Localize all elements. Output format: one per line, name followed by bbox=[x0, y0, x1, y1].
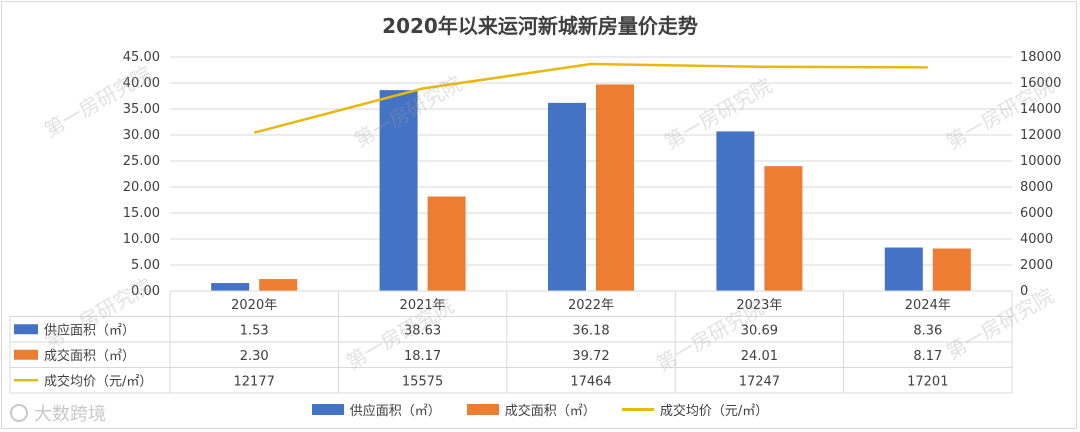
table-cell: 38.63 bbox=[404, 324, 441, 339]
legend-swatch-deal bbox=[466, 404, 499, 415]
x-category-label: 2024年 bbox=[905, 298, 951, 313]
bar-deal bbox=[596, 84, 634, 292]
y-right-tick-label: 0 bbox=[1020, 284, 1028, 299]
bar-supply bbox=[379, 90, 418, 292]
legend-swatch-supply bbox=[311, 404, 344, 415]
y-right-tick-label: 16000 bbox=[1020, 76, 1061, 91]
y-right-tick-label: 8000 bbox=[1020, 180, 1053, 195]
table-cell: 18.17 bbox=[404, 349, 441, 364]
y-left-tick-label: 15.00 bbox=[123, 206, 160, 221]
x-category-label: 2021年 bbox=[400, 298, 446, 313]
table-cell: 17247 bbox=[739, 375, 780, 390]
table-cell: 12177 bbox=[234, 375, 275, 390]
y-right-tick-label: 4000 bbox=[1020, 232, 1053, 247]
y-left-tick-label: 40.00 bbox=[123, 76, 160, 91]
x-category-label: 2020年 bbox=[231, 298, 277, 313]
table-row-label: 成交均价（元/㎡） bbox=[44, 374, 152, 390]
y-right-tick-label: 18000 bbox=[1020, 50, 1061, 65]
y-left-tick-label: 25.00 bbox=[123, 154, 160, 169]
legend-item-price: 成交均价（元/㎡） bbox=[621, 400, 769, 419]
y-right-tick-label: 10000 bbox=[1020, 154, 1061, 169]
bar-supply bbox=[211, 283, 250, 291]
brand-watermark: 大数跨境 bbox=[10, 400, 106, 426]
y-left-tick-label: 5.00 bbox=[131, 258, 160, 273]
table-key-swatch bbox=[14, 349, 38, 360]
y-left-tick-label: 35.00 bbox=[123, 102, 160, 117]
legend-label-price: 成交均价（元/㎡） bbox=[659, 404, 769, 419]
bar-deal bbox=[427, 196, 466, 291]
bar-supply bbox=[716, 131, 755, 291]
y-right-tick-label: 6000 bbox=[1020, 206, 1053, 221]
table-row-label: 供应面积（㎡） bbox=[44, 323, 135, 339]
legend-label-deal: 成交面积（㎡） bbox=[504, 404, 596, 419]
table-cell: 24.01 bbox=[741, 349, 778, 364]
chart-title: 2020年以来运河新城新房量价走势 bbox=[382, 14, 698, 38]
bar-deal bbox=[259, 279, 298, 291]
y-left-tick-label: 30.00 bbox=[123, 128, 160, 143]
y-left-tick-label: 20.00 bbox=[123, 180, 160, 195]
table-cell: 8.17 bbox=[913, 349, 942, 364]
table-cell: 36.18 bbox=[572, 324, 609, 339]
bar-supply bbox=[884, 247, 923, 291]
table-cell: 30.69 bbox=[741, 324, 778, 339]
table-row-label: 成交面积（㎡） bbox=[44, 348, 135, 364]
table-cell: 8.36 bbox=[913, 324, 942, 339]
x-category-label: 2023年 bbox=[736, 298, 782, 313]
y-right-tick-label: 12000 bbox=[1020, 128, 1061, 143]
bar-supply bbox=[548, 102, 586, 291]
table-key-swatch bbox=[14, 324, 38, 335]
table-cell: 39.72 bbox=[572, 349, 609, 364]
x-category-label: 2022年 bbox=[568, 298, 614, 313]
bar-deal bbox=[932, 248, 971, 291]
table-cell: 17201 bbox=[907, 375, 948, 390]
bar-deal bbox=[764, 166, 803, 291]
table-cell: 17464 bbox=[570, 375, 611, 390]
legend-item-supply: 供应面积（㎡） bbox=[311, 400, 441, 419]
y-left-tick-label: 10.00 bbox=[123, 232, 160, 247]
legend-swatch-price bbox=[621, 408, 654, 411]
y-left-tick-label: 0.00 bbox=[131, 284, 160, 299]
legend-label-supply: 供应面积（㎡） bbox=[349, 404, 441, 419]
chart-legend: 供应面积（㎡） 成交面积（㎡） 成交均价（元/㎡） bbox=[0, 400, 1080, 419]
price-line bbox=[253, 62, 928, 134]
table-cell: 1.53 bbox=[240, 324, 269, 339]
table-cell: 15575 bbox=[402, 375, 443, 390]
table-cell: 2.30 bbox=[240, 349, 269, 364]
brand-text: 大数跨境 bbox=[34, 404, 106, 425]
legend-item-deal: 成交面积（㎡） bbox=[466, 400, 596, 419]
y-left-tick-label: 45.00 bbox=[123, 50, 160, 65]
brand-logo-icon bbox=[10, 404, 28, 422]
y-right-tick-label: 2000 bbox=[1020, 258, 1053, 273]
y-right-tick-label: 14000 bbox=[1020, 102, 1061, 117]
